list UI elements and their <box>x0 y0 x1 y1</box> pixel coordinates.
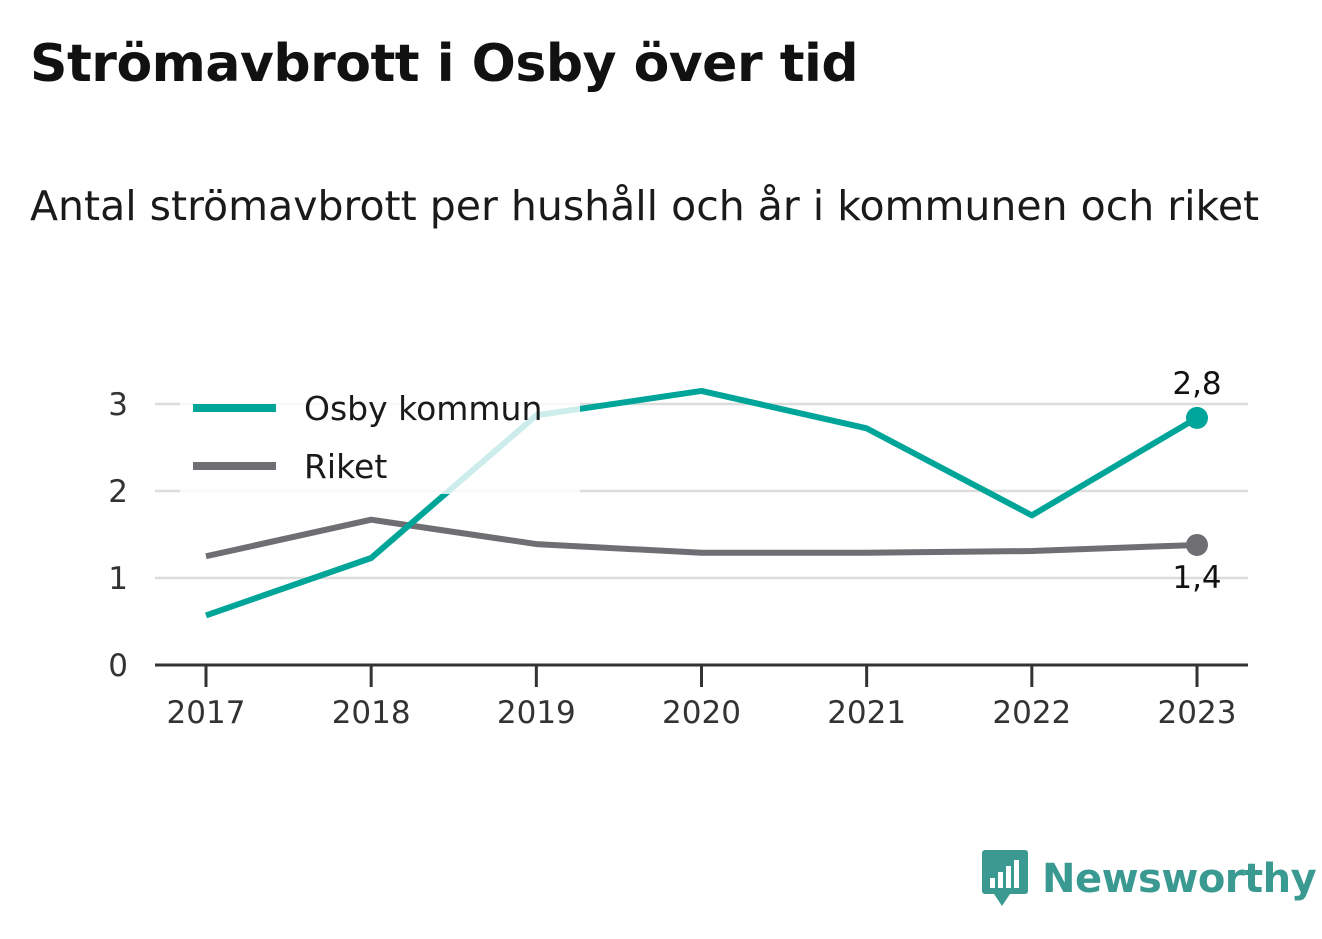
end-point <box>1186 406 1208 429</box>
data-label: 2,8 <box>1172 366 1221 402</box>
y-tick-label: 0 <box>108 648 128 684</box>
x-tick-label: 2021 <box>827 695 906 731</box>
end-labels: 2,8 1,4 <box>1172 366 1221 596</box>
x-tick-label: 2020 <box>662 695 741 731</box>
newsworthy-brand: Newsworthy <box>980 848 1317 910</box>
data-label: 1,4 <box>1172 560 1221 596</box>
legend: Osby kommun Riket <box>180 372 580 494</box>
legend-label: Riket <box>304 447 387 486</box>
x-tick-label: 2023 <box>1158 695 1237 731</box>
newsworthy-logo-icon <box>982 850 1028 906</box>
series-line-riket <box>205 516 1198 560</box>
x-tick-label: 2022 <box>992 695 1071 731</box>
x-axis: 2017 2018 2019 2020 2021 2022 2023 <box>155 663 1248 731</box>
series-line-osby-kommun <box>205 387 1199 619</box>
y-tick-label: 3 <box>108 387 128 423</box>
series-lines <box>205 387 1208 619</box>
y-tick-label: 2 <box>108 474 128 510</box>
brand-name: Newsworthy <box>1042 856 1317 902</box>
y-axis-ticks: 0 1 2 3 <box>108 387 128 684</box>
x-tick-label: 2017 <box>167 695 246 731</box>
end-point <box>1186 533 1208 556</box>
x-tick-label: 2019 <box>497 695 576 731</box>
legend-label: Osby kommun <box>304 389 542 428</box>
x-tick-label: 2018 <box>332 695 411 731</box>
chart-subtitle: Antal strömavbrott per hushåll och år i … <box>30 182 1260 230</box>
chart-title: Strömavbrott i Osby över tid <box>30 34 859 94</box>
legend-background <box>180 372 580 494</box>
y-tick-label: 1 <box>108 561 128 597</box>
